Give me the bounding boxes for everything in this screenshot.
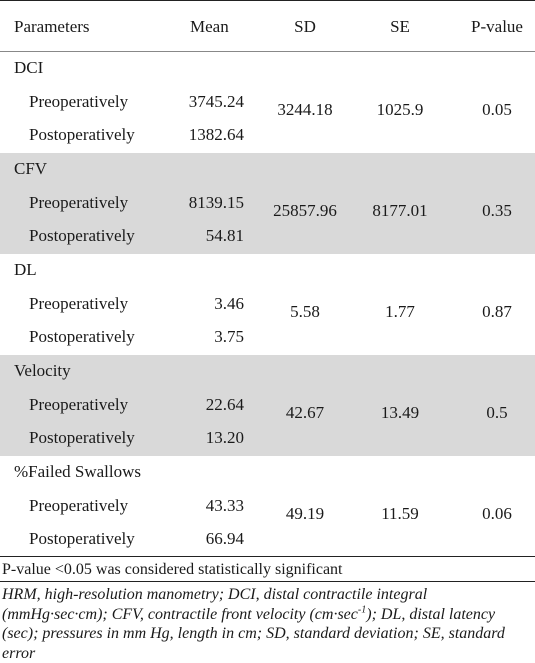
footnote-rule xyxy=(0,581,535,582)
p-value: 0.87 xyxy=(482,302,512,321)
footnote-text-part2: ); DL, distal latency (sec); pressures i… xyxy=(2,605,505,662)
group-title: %Failed Swallows xyxy=(14,462,142,481)
footnote-text-part1: HRM, high-resolution manometry; DCI, dis… xyxy=(2,586,428,623)
footnote-superscript: -1 xyxy=(357,604,367,616)
table-row-postoperative: Postoperatively 1382.64 xyxy=(0,119,535,152)
mean-value: 3745.24 xyxy=(188,92,244,111)
sd-value: 5.58 xyxy=(290,302,320,321)
results-table: Parameters Mean SD SE P-value DCI Preope… xyxy=(0,0,535,557)
sd-value: 49.19 xyxy=(285,504,325,523)
mean-value: 3.75 xyxy=(214,327,244,346)
table-row-postoperative: Postoperatively 66.94 xyxy=(0,523,535,556)
table-row-postoperative: Postoperatively 13.20 xyxy=(0,422,535,455)
mean-value: 22.64 xyxy=(205,395,244,414)
sd-value: 25857.96 xyxy=(273,201,337,220)
table-row-preoperative: Preoperatively 43.33 xyxy=(0,490,535,523)
group-dl: DL Preoperatively 3.46 Postoperatively 3… xyxy=(0,254,535,355)
table-row-preoperative: Preoperatively 8139.15 xyxy=(0,187,535,220)
p-value: 0.05 xyxy=(482,100,512,119)
significance-note: P-value <0.05 was considered statistical… xyxy=(2,561,343,578)
se-value: 13.49 xyxy=(380,403,420,422)
header-se: SE xyxy=(390,17,410,36)
group-failed-swallows: %Failed Swallows Preoperatively 43.33 Po… xyxy=(0,456,535,557)
group-cfv: CFV Preoperatively 8139.15 Postoperative… xyxy=(0,153,535,254)
row-label: Preoperatively xyxy=(29,294,129,313)
mean-value: 8139.15 xyxy=(188,193,244,212)
table-row-preoperative: Preoperatively 22.64 xyxy=(0,389,535,422)
p-value: 0.06 xyxy=(482,504,512,523)
header-parameters: Parameters xyxy=(14,17,90,36)
mean-value: 3.46 xyxy=(214,294,244,313)
row-label: Postoperatively xyxy=(29,529,135,548)
sd-value: 42.67 xyxy=(285,403,325,422)
mean-value: 13.20 xyxy=(205,428,244,447)
header-sd: SD xyxy=(294,17,316,36)
row-label: Postoperatively xyxy=(29,428,135,447)
mean-value: 1382.64 xyxy=(188,125,244,144)
group-title: CFV xyxy=(14,159,48,178)
row-label: Preoperatively xyxy=(29,193,129,212)
header-pvalue: P-value xyxy=(471,17,523,36)
row-label: Postoperatively xyxy=(29,226,135,245)
table-row-postoperative: Postoperatively 3.75 xyxy=(0,321,535,354)
se-value: 1025.9 xyxy=(376,100,424,119)
row-label: Postoperatively xyxy=(29,327,135,346)
group-dci: DCI Preoperatively 3745.24 Postoperative… xyxy=(0,52,535,153)
table-row-preoperative: Preoperatively 3.46 xyxy=(0,288,535,321)
mean-value: 66.94 xyxy=(205,529,244,548)
row-label: Postoperatively xyxy=(29,125,135,144)
header-mean: Mean xyxy=(190,17,229,36)
group-title: DCI xyxy=(14,58,44,77)
table-bottom-rule xyxy=(0,556,535,557)
group-velocity: Velocity Preoperatively 22.64 Postoperat… xyxy=(0,355,535,456)
group-title: DL xyxy=(14,260,37,279)
sd-value: 3244.18 xyxy=(277,100,333,119)
row-label: Preoperatively xyxy=(29,496,129,515)
p-value: 0.35 xyxy=(482,201,512,220)
group-title: Velocity xyxy=(14,361,71,380)
se-value: 8177.01 xyxy=(372,201,428,220)
row-label: Preoperatively xyxy=(29,92,129,111)
table-footnote: HRM, high-resolution manometry; DCI, dis… xyxy=(2,585,527,663)
se-value: 11.59 xyxy=(381,504,419,523)
row-label: Preoperatively xyxy=(29,395,129,414)
table-header-row: Parameters Mean SD SE P-value xyxy=(0,1,535,52)
mean-value: 43.33 xyxy=(205,496,244,515)
table-row-postoperative: Postoperatively 54.81 xyxy=(0,220,535,253)
table-row-preoperative: Preoperatively 3745.24 xyxy=(0,86,535,119)
p-value: 0.5 xyxy=(486,403,508,422)
mean-value: 54.81 xyxy=(205,226,244,245)
se-value: 1.77 xyxy=(385,302,415,321)
